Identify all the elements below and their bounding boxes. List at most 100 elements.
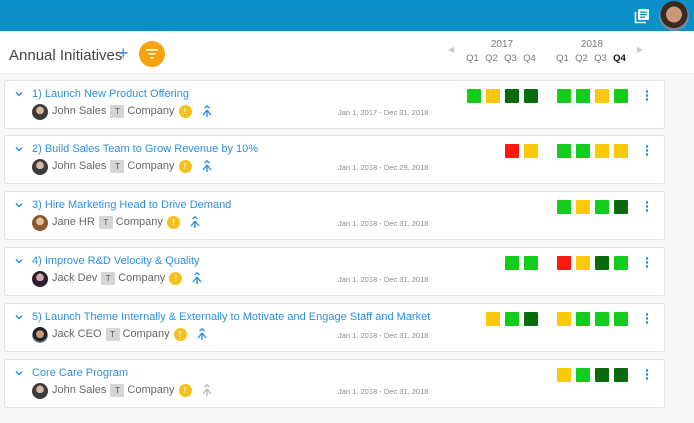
status-square-green[interactable] xyxy=(576,144,590,158)
initiative-title[interactable]: 4) Improve R&D Velocity & Quality xyxy=(32,255,200,267)
filter-icon xyxy=(146,49,158,59)
warning-icon[interactable]: ! xyxy=(178,160,192,173)
alignment-icon[interactable] xyxy=(201,160,213,173)
chevron-down-icon[interactable] xyxy=(14,89,24,99)
initiative-title[interactable]: 2) Build Sales Team to Grow Revenue by 1… xyxy=(32,143,259,155)
user-avatar[interactable] xyxy=(659,1,689,31)
status-square-green[interactable] xyxy=(557,89,571,103)
chevron-down-icon[interactable] xyxy=(14,368,24,378)
status-square-yellow[interactable] xyxy=(557,368,571,382)
alignment-icon[interactable] xyxy=(201,105,213,118)
filter-button[interactable] xyxy=(139,41,165,67)
owner-avatar xyxy=(32,104,48,120)
status-square-yellow[interactable] xyxy=(557,312,571,326)
warning-icon[interactable]: ! xyxy=(178,105,192,118)
team-type-badge: T xyxy=(101,272,116,285)
quarter-label[interactable]: Q1 xyxy=(556,53,569,64)
status-square-yellow[interactable] xyxy=(486,89,500,103)
timeline-next-arrow[interactable]: ▶ xyxy=(637,45,644,54)
warning-icon[interactable]: ! xyxy=(173,328,187,341)
page-title: Annual Initiatives xyxy=(9,47,123,64)
status-square-dark-green[interactable] xyxy=(524,312,538,326)
status-square-green[interactable] xyxy=(467,89,481,103)
quarter-label[interactable]: Q4 xyxy=(523,53,536,64)
date-range: Jan 1, 2018 - Dec 31, 2018 xyxy=(338,275,429,284)
status-square-yellow[interactable] xyxy=(576,256,590,270)
quarter-label[interactable]: Q1 xyxy=(466,53,479,64)
status-square-yellow[interactable] xyxy=(595,144,609,158)
status-square-green[interactable] xyxy=(595,312,609,326)
chevron-down-icon[interactable] xyxy=(14,256,24,266)
status-square-green[interactable] xyxy=(576,368,590,382)
initiative-card[interactable]: 4) Improve R&D Velocity & Quality Jack D… xyxy=(4,247,665,296)
status-square-dark-green[interactable] xyxy=(614,200,628,214)
team-type-badge: T xyxy=(110,160,125,173)
initiative-card[interactable]: 5) Launch Theme Internally & Externally … xyxy=(4,303,665,352)
status-square-yellow[interactable] xyxy=(486,312,500,326)
team-type-badge: T xyxy=(110,384,125,397)
more-options-icon[interactable] xyxy=(643,257,651,271)
more-options-icon[interactable] xyxy=(643,201,651,215)
warning-icon[interactable]: ! xyxy=(166,216,180,229)
status-square-yellow[interactable] xyxy=(595,89,609,103)
status-square-green[interactable] xyxy=(614,89,628,103)
chevron-down-icon[interactable] xyxy=(14,200,24,210)
status-square-green[interactable] xyxy=(576,312,590,326)
status-square-dark-green[interactable] xyxy=(595,368,609,382)
status-square-yellow[interactable] xyxy=(614,144,628,158)
owner-avatar xyxy=(32,215,48,231)
owner-name: Jane HR xyxy=(52,216,95,228)
status-square-green[interactable] xyxy=(524,256,538,270)
add-initiative-button[interactable]: + xyxy=(118,43,129,63)
initiative-card[interactable]: 2) Build Sales Team to Grow Revenue by 1… xyxy=(4,135,665,184)
quarter-label[interactable]: Q2 xyxy=(485,53,498,64)
date-range: Jan 1, 2018 - Dec 31, 2018 xyxy=(338,387,429,396)
status-square-yellow[interactable] xyxy=(576,200,590,214)
status-square-dark-green[interactable] xyxy=(524,89,538,103)
warning-icon[interactable]: ! xyxy=(178,384,192,397)
quarter-label[interactable]: Q3 xyxy=(594,53,607,64)
alignment-icon[interactable] xyxy=(189,216,201,229)
status-square-green[interactable] xyxy=(557,144,571,158)
more-options-icon[interactable] xyxy=(643,145,651,159)
status-square-red[interactable] xyxy=(557,256,571,270)
status-square-green[interactable] xyxy=(576,89,590,103)
owner-name: John Sales xyxy=(52,160,107,172)
status-square-yellow[interactable] xyxy=(524,144,538,158)
quarter-label[interactable]: Q3 xyxy=(504,53,517,64)
status-square-green[interactable] xyxy=(614,312,628,326)
team-type-badge: T xyxy=(105,328,120,341)
page-header: Annual Initiatives + ◀ 2017 Q1 Q2 Q3 Q4 … xyxy=(0,31,694,74)
alignment-icon[interactable] xyxy=(191,272,203,285)
initiative-title[interactable]: 5) Launch Theme Internally & Externally … xyxy=(32,311,431,323)
timeline-prev-arrow[interactable]: ◀ xyxy=(448,45,455,54)
status-square-green[interactable] xyxy=(614,256,628,270)
initiative-title[interactable]: 3) Hire Marketing Head to Drive Demand xyxy=(32,199,232,211)
initiative-card[interactable]: 3) Hire Marketing Head to Drive Demand J… xyxy=(4,191,665,240)
quarter-label[interactable]: Q2 xyxy=(575,53,588,64)
initiative-card[interactable]: 1) Launch New Product Offering John Sale… xyxy=(4,80,665,129)
status-square-dark-green[interactable] xyxy=(614,368,628,382)
initiative-title[interactable]: Core Care Program xyxy=(32,367,128,379)
more-options-icon[interactable] xyxy=(643,313,651,327)
more-options-icon[interactable] xyxy=(643,90,651,104)
status-square-green[interactable] xyxy=(505,312,519,326)
quarter-label-current[interactable]: Q4 xyxy=(613,53,626,64)
year-label: 2017 xyxy=(490,39,514,50)
status-square-green[interactable] xyxy=(595,200,609,214)
status-square-red[interactable] xyxy=(505,144,519,158)
chevron-down-icon[interactable] xyxy=(14,312,24,322)
chevron-down-icon[interactable] xyxy=(14,144,24,154)
more-options-icon[interactable] xyxy=(643,369,651,383)
warning-icon[interactable]: ! xyxy=(169,272,183,285)
documents-icon[interactable] xyxy=(634,8,650,24)
status-square-green[interactable] xyxy=(557,200,571,214)
alignment-icon[interactable] xyxy=(201,384,213,397)
status-square-dark-green[interactable] xyxy=(505,89,519,103)
date-range: Jan 1, 2018 - Dec 29, 2018 xyxy=(338,163,429,172)
status-square-dark-green[interactable] xyxy=(595,256,609,270)
initiative-title[interactable]: 1) Launch New Product Offering xyxy=(32,88,189,100)
status-square-green[interactable] xyxy=(505,256,519,270)
initiative-card[interactable]: Core Care Program John Sales T Company !… xyxy=(4,359,665,408)
alignment-icon[interactable] xyxy=(196,328,208,341)
